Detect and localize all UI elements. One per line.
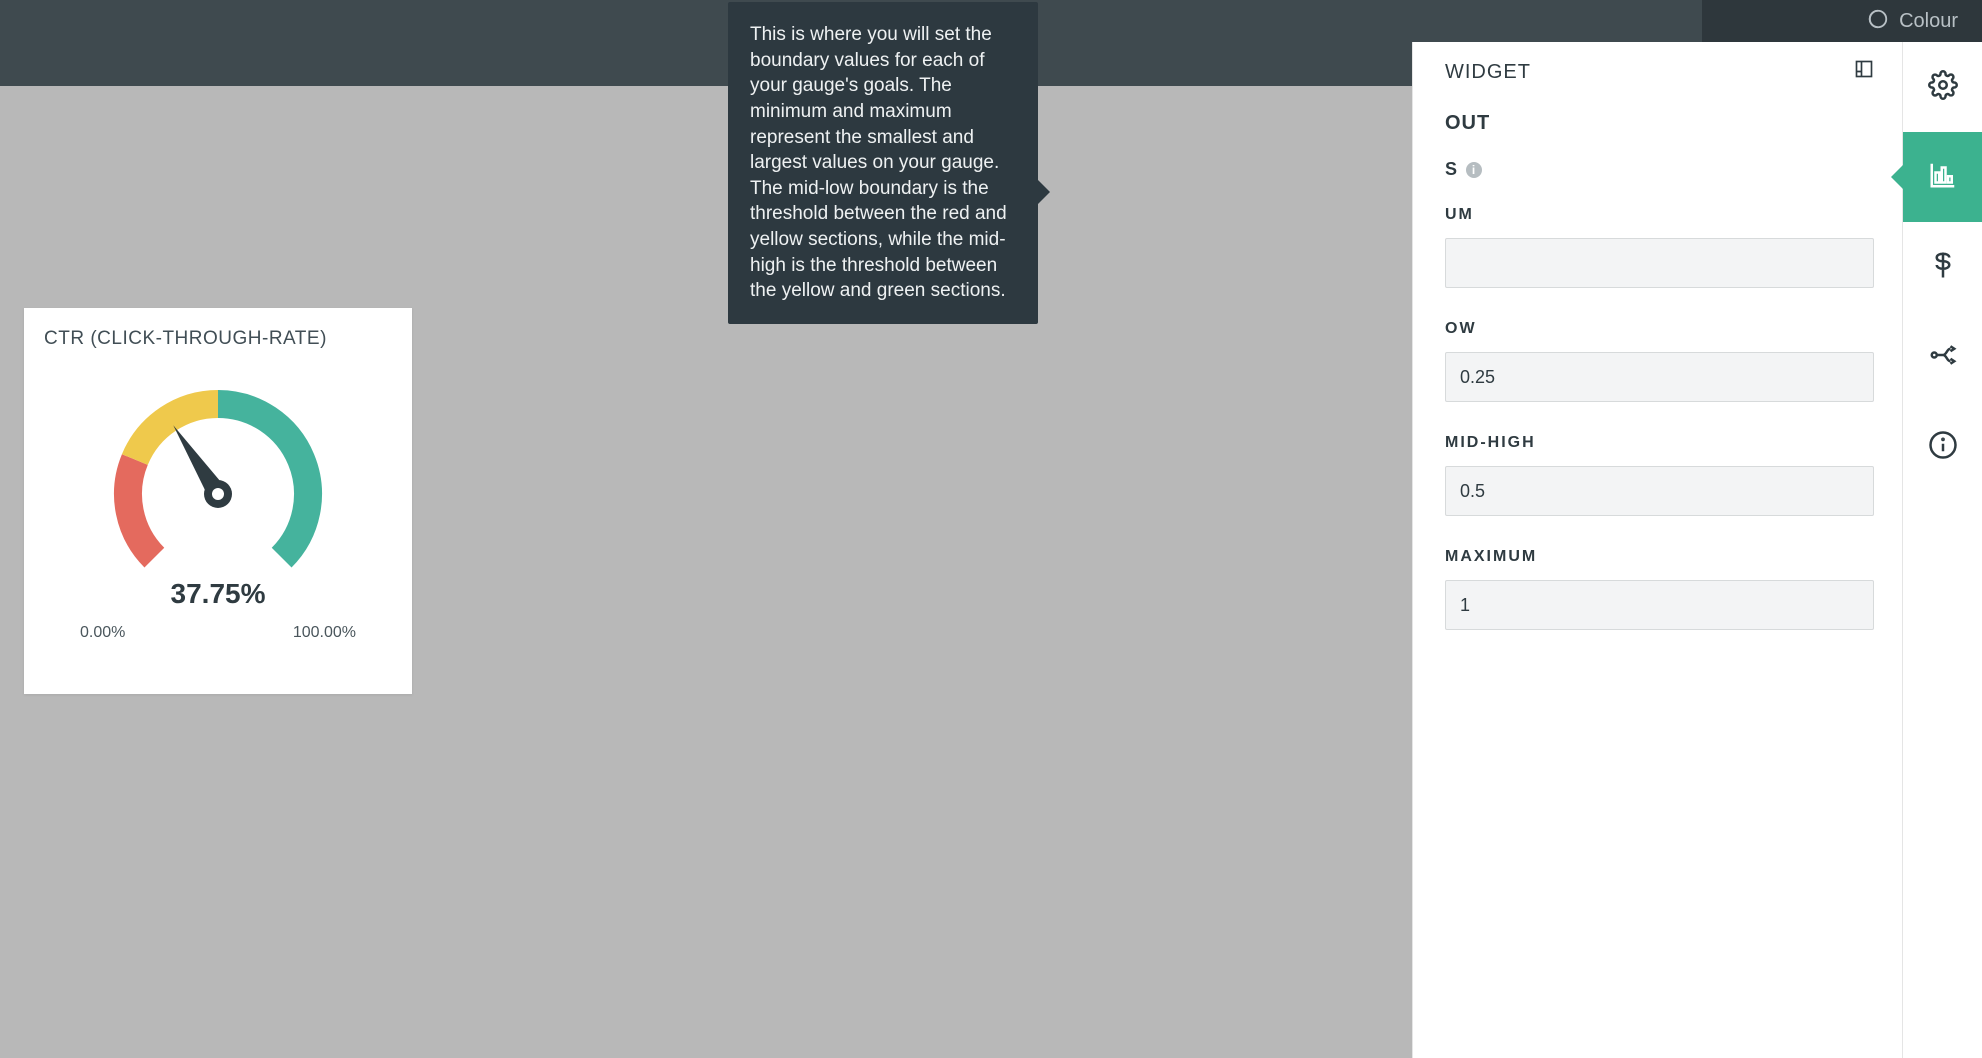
info-icon[interactable]: i <box>1466 162 1482 178</box>
rail-settings[interactable] <box>1903 42 1982 132</box>
gauge-value: 37.75% <box>171 578 266 610</box>
gauge-chart <box>88 374 348 584</box>
maximum-input[interactable] <box>1445 580 1874 630</box>
swatch-icon <box>1867 8 1889 35</box>
collapse-icon[interactable] <box>1854 59 1874 85</box>
rail-info[interactable] <box>1903 402 1982 492</box>
info-circle-icon <box>1928 430 1958 465</box>
tooltip-text: This is where you will set the boundary … <box>750 24 1007 301</box>
panel-header: WIDGET <box>1445 60 1874 84</box>
flow-icon <box>1928 340 1958 375</box>
gauge-widget[interactable]: CTR (CLICK-THROUGH-RATE) 37.75% 0.00% 10… <box>24 308 412 694</box>
gauge-minmax: 0.00% 100.00% <box>24 610 412 642</box>
colour-menu[interactable]: Colour <box>1702 0 1982 42</box>
gauge-title: CTR (CLICK-THROUGH-RATE) <box>24 308 412 362</box>
widget-settings-panel: WIDGET OUT S i UM OW MID-HIGH MAXIMUM <box>1412 42 1902 1058</box>
maximum-label: MAXIMUM <box>1445 548 1874 566</box>
gear-icon <box>1928 70 1958 105</box>
mid-high-label: MID-HIGH <box>1445 434 1874 452</box>
dollar-icon <box>1928 250 1958 285</box>
bar-chart-icon <box>1928 160 1958 195</box>
section-sub-label: S <box>1445 159 1458 180</box>
minimum-input[interactable] <box>1445 238 1874 288</box>
minimum-label: UM <box>1445 206 1874 224</box>
rail-chart[interactable] <box>1903 132 1982 222</box>
section-title: OUT <box>1445 112 1874 135</box>
settings-rail <box>1902 42 1982 1058</box>
mid-low-input[interactable] <box>1445 352 1874 402</box>
goals-help-tooltip: This is where you will set the boundary … <box>728 2 1038 324</box>
gauge-max-label: 100.00% <box>293 624 356 642</box>
gauge-body: 37.75% 0.00% 100.00% <box>24 362 412 642</box>
colour-label: Colour <box>1899 10 1958 33</box>
mid-low-label: OW <box>1445 320 1874 338</box>
rail-currency[interactable] <box>1903 222 1982 312</box>
gauge-min-label: 0.00% <box>80 624 125 642</box>
panel-title: WIDGET <box>1445 61 1531 84</box>
mid-high-input[interactable] <box>1445 466 1874 516</box>
section-sub: S i <box>1445 159 1874 180</box>
rail-flow[interactable] <box>1903 312 1982 402</box>
